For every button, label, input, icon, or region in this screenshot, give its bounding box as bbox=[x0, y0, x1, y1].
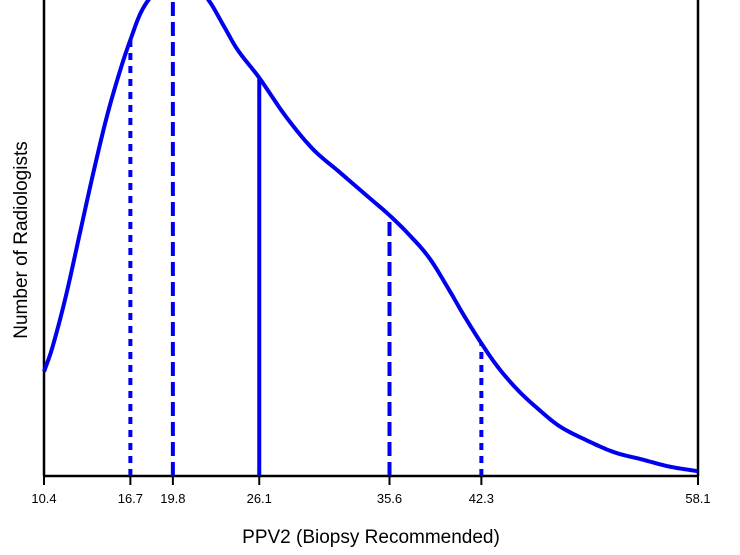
x-tick-label: 19.8 bbox=[160, 491, 185, 506]
density-curve-layer bbox=[42, 0, 699, 474]
x-tick-label: 16.7 bbox=[118, 491, 143, 506]
x-axis-title: PPV2 (Biopsy Recommended) bbox=[242, 527, 500, 548]
x-ticks: 10.4 16.7 19.8 26.1 35.6 42.3 58.1 bbox=[31, 476, 711, 506]
x-tick-label: 42.3 bbox=[469, 491, 494, 506]
x-tick-label: 26.1 bbox=[247, 491, 272, 506]
x-tick-label: 10.4 bbox=[31, 491, 56, 506]
plot-frame bbox=[42, 0, 700, 478]
x-tick-label: 58.1 bbox=[685, 491, 710, 506]
x-tick-label: 35.6 bbox=[377, 491, 402, 506]
y-axis-title: Number of Radiologists bbox=[11, 141, 32, 338]
density-curve bbox=[42, 0, 699, 474]
reference-lines bbox=[128, 0, 484, 476]
